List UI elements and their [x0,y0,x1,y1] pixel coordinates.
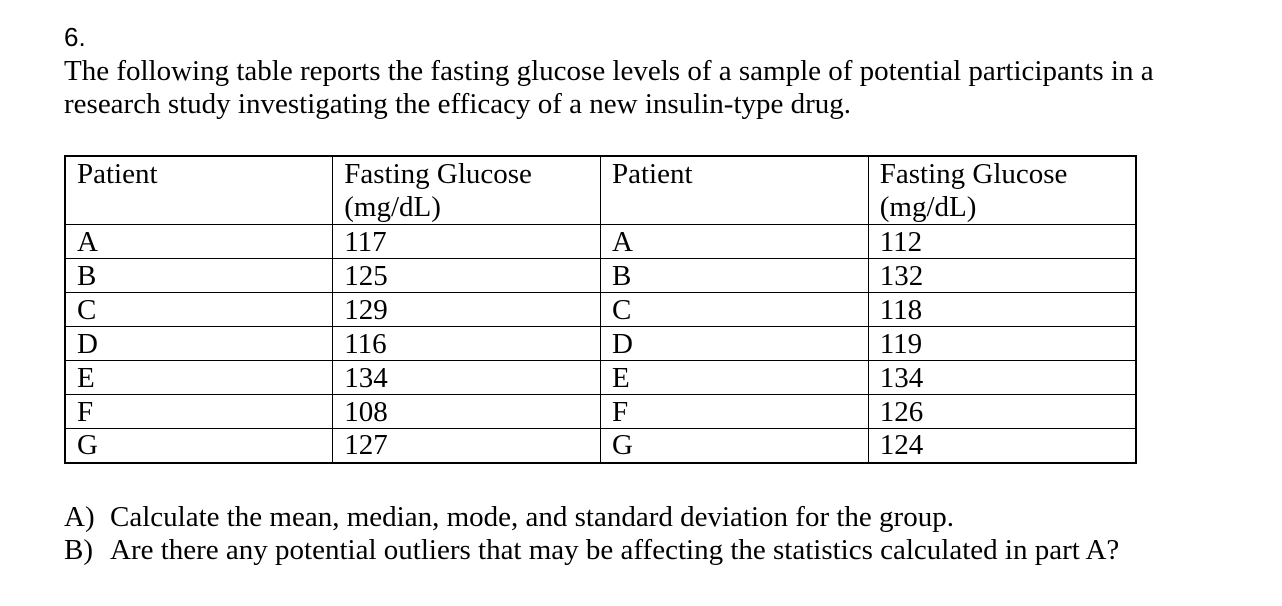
cell-glucose: 126 [867,394,1137,429]
question-number: 6. [64,22,86,52]
cell-patient: F [64,394,334,429]
cell-patient: D [600,326,869,361]
cell-glucose: 118 [867,292,1137,327]
glucose-table: Patient Fasting Glucose (mg/dL) Patient … [64,155,1137,464]
question-a-label: A) [64,501,95,533]
cell-patient: B [600,258,869,293]
cell-glucose: 125 [332,258,601,293]
cell-patient: B [64,258,334,293]
table-row: F 108 F 126 [64,394,1137,429]
header-glucose-right: Fasting Glucose (mg/dL) [867,155,1137,225]
cell-patient: C [64,292,334,327]
question-b-text: Are there any potential outliers that ma… [110,534,1120,566]
cell-glucose: 134 [332,360,601,395]
table-row: E 134 E 134 [64,360,1137,395]
cell-patient: A [600,224,869,259]
cell-glucose: 129 [332,292,601,327]
cell-glucose: 119 [867,326,1137,361]
table-row: G 127 G 124 [64,428,1137,463]
header-patient-left: Patient [64,155,334,225]
question-b-label: B) [64,534,93,566]
cell-patient: F [600,394,869,429]
table-header-row: Patient Fasting Glucose (mg/dL) Patient … [64,155,1137,225]
table-row: A 117 A 112 [64,224,1137,259]
cell-patient: E [600,360,869,395]
cell-patient: G [64,428,334,463]
cell-glucose: 127 [332,428,601,463]
sub-questions: A) Calculate the mean, median, mode, and… [64,501,1224,567]
table-row: C 129 C 118 [64,292,1137,327]
cell-glucose: 134 [867,360,1137,395]
cell-patient: D [64,326,334,361]
cell-glucose: 112 [867,224,1137,259]
table-row: B 125 B 132 [64,258,1137,293]
cell-patient: A [64,224,334,259]
cell-glucose: 117 [332,224,601,259]
cell-patient: C [600,292,869,327]
header-patient-right: Patient [600,155,869,225]
cell-glucose: 124 [867,428,1137,463]
intro-paragraph: The following table reports the fasting … [64,55,1154,120]
question-a-text: Calculate the mean, median, mode, and st… [110,501,954,533]
header-glucose-left: Fasting Glucose (mg/dL) [332,155,601,225]
question-b: B) Are there any potential outliers that… [64,534,1224,567]
question-a: A) Calculate the mean, median, mode, and… [64,501,1224,534]
cell-glucose: 108 [332,394,601,429]
table-row: D 116 D 119 [64,326,1137,361]
cell-glucose: 132 [867,258,1137,293]
cell-patient: G [600,428,869,463]
cell-glucose: 116 [332,326,601,361]
cell-patient: E [64,360,334,395]
